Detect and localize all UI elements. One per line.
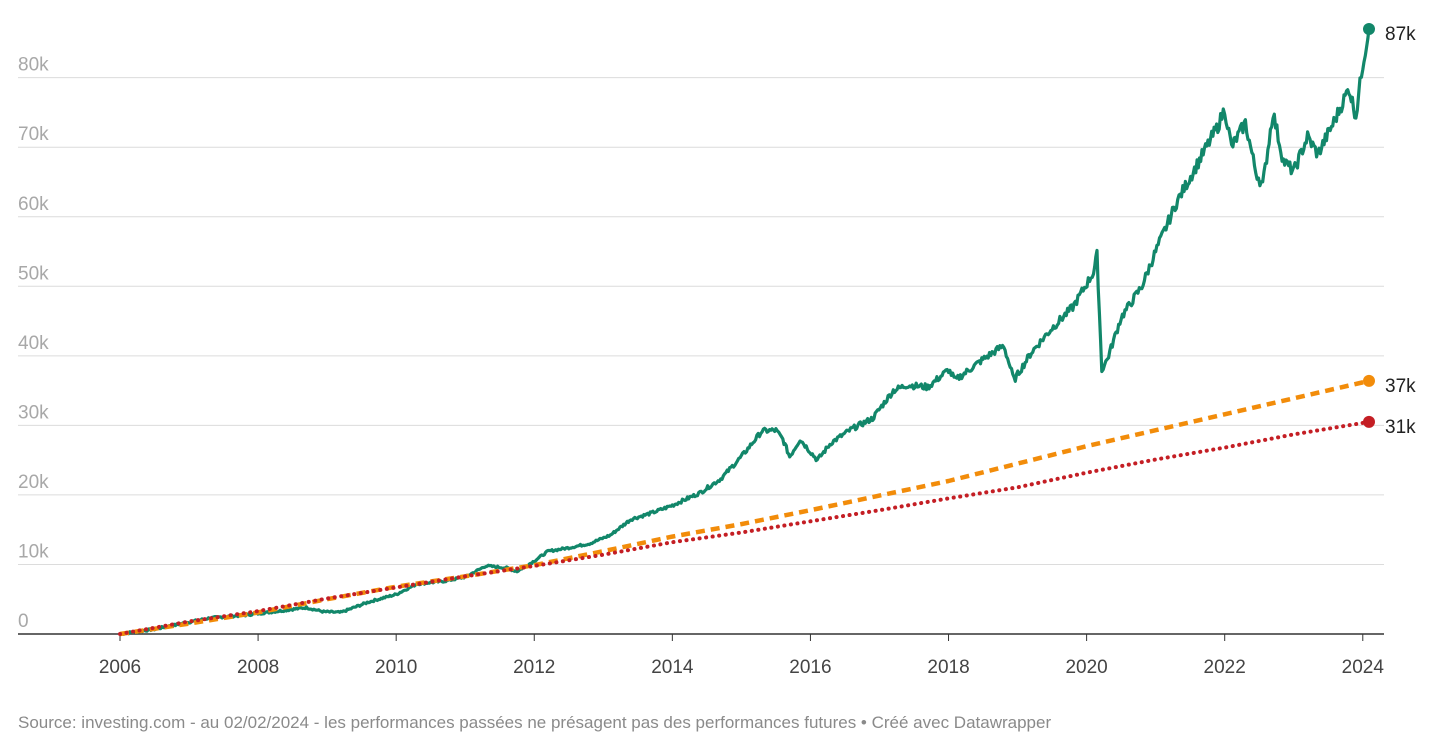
y-tick-label: 80k <box>18 55 49 76</box>
x-tick-label: 2006 <box>99 657 141 678</box>
x-tick-label: 2024 <box>1342 657 1385 678</box>
series-line-3 <box>118 419 1371 636</box>
x-axis: 2006 2008 2010 2012 2014 2016 2018 2020 2022 2024 <box>18 633 1385 678</box>
y-tick-label: 70k <box>18 124 49 145</box>
gridlines <box>18 77 1384 565</box>
x-tick-label: 2008 <box>237 657 279 678</box>
y-tick-label: 20k <box>18 472 49 493</box>
series-lines <box>118 27 1371 637</box>
y-tick-label: 50k <box>18 263 49 284</box>
series-end-dot-2 <box>1363 374 1375 387</box>
series-end-label-2: 37k <box>1385 376 1416 397</box>
y-tick-label: 30k <box>18 402 49 423</box>
y-tick-label: 10k <box>18 541 49 562</box>
series-line-2 <box>119 378 1370 637</box>
series-end-label-3: 31k <box>1385 417 1416 438</box>
y-tick-label: 0 <box>18 611 29 632</box>
series-line-1 <box>118 27 1371 636</box>
series-end-dot-3 <box>1363 415 1375 428</box>
x-tick-label: 2018 <box>927 657 969 678</box>
series-end-label-1: 87k <box>1385 24 1416 45</box>
x-tick-label: 2020 <box>1065 657 1107 678</box>
x-tick-label: 2012 <box>513 657 555 678</box>
source-note: Source: investing.com - au 02/02/2024 - … <box>18 713 1052 732</box>
end-markers: 87k 37k 31k <box>1363 23 1416 438</box>
x-tick-label: 2022 <box>1204 657 1246 678</box>
y-tick-label: 40k <box>18 333 49 354</box>
y-tick-label: 60k <box>18 194 49 215</box>
x-tick-label: 2014 <box>651 657 694 678</box>
series-end-dot-1 <box>1363 23 1375 35</box>
y-axis-tick-labels: 0 10k 20k 30k 40k 50k 60k 70k 80k <box>18 55 49 632</box>
x-tick-label: 2016 <box>789 657 831 678</box>
x-tick-label: 2010 <box>375 657 417 678</box>
